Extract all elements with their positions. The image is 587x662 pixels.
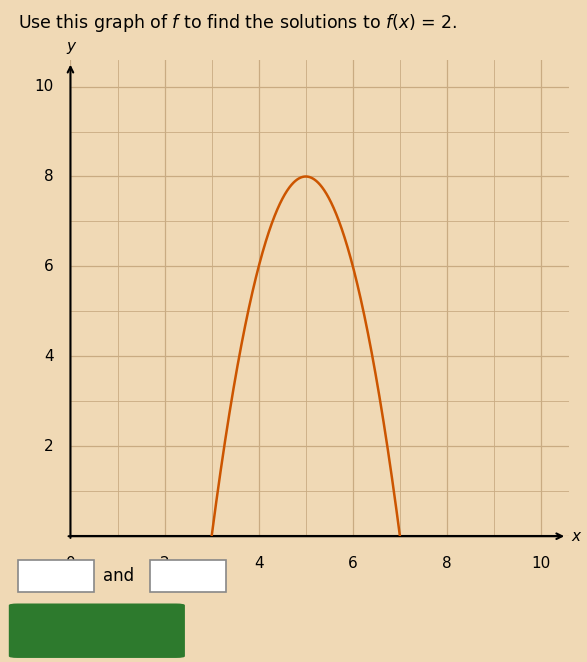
Text: 4: 4 (254, 557, 264, 571)
FancyBboxPatch shape (9, 604, 185, 658)
Text: 0: 0 (66, 557, 75, 571)
Bar (18, 560, 94, 592)
Text: 8: 8 (45, 169, 54, 184)
Text: 8: 8 (442, 557, 452, 571)
Text: y: y (66, 39, 75, 54)
Text: 2: 2 (160, 557, 170, 571)
Text: x: x (572, 529, 581, 544)
Text: 4: 4 (45, 349, 54, 364)
Text: 10: 10 (531, 557, 551, 571)
Text: 2: 2 (45, 439, 54, 453)
Text: 6: 6 (348, 557, 357, 571)
Text: Use this graph of $f$ to find the solutions to $f(x)$ = 2.: Use this graph of $f$ to find the soluti… (18, 13, 457, 34)
Text: 6: 6 (44, 259, 54, 274)
Text: 10: 10 (35, 79, 54, 94)
Text: Submit: Submit (61, 622, 133, 639)
Text: and: and (103, 567, 134, 585)
Bar (150, 560, 226, 592)
